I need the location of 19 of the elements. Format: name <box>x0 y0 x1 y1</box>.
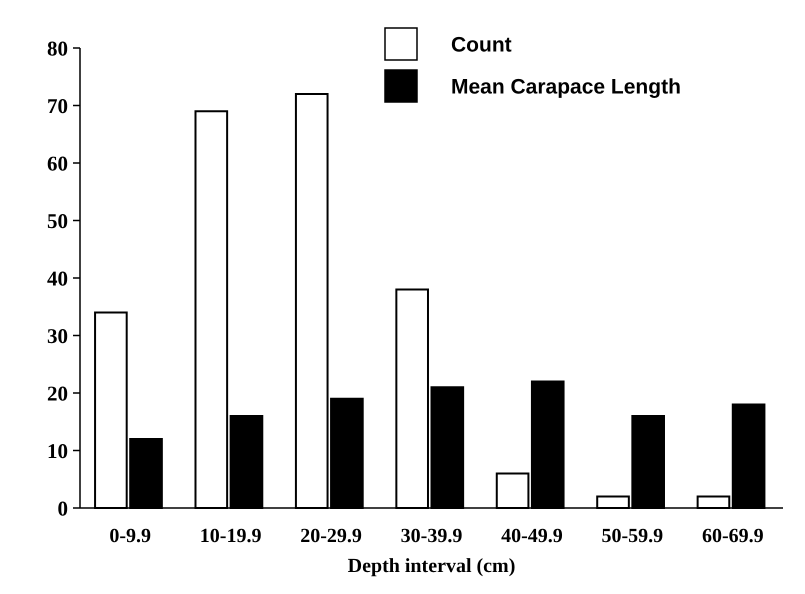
x-tick-label: 60-69.9 <box>702 525 764 547</box>
y-tick-label: 30 <box>47 324 68 348</box>
y-tick-label: 50 <box>47 208 68 233</box>
y-tick-label: 0 <box>58 496 68 520</box>
x-tick-label: 40-49.9 <box>501 525 563 547</box>
y-tick-label: 70 <box>47 94 68 118</box>
x-axis-title: Depth interval (cm) <box>348 555 516 577</box>
y-tick-label: 80 <box>47 36 68 60</box>
x-tick-label: 30-39.9 <box>400 525 462 547</box>
x-tick-label: 10-19.9 <box>200 525 262 547</box>
legend-label: Count <box>451 33 512 56</box>
y-tick-label: 10 <box>47 438 68 463</box>
x-tick-label: 20-29.9 <box>300 525 362 547</box>
y-tick-label: 20 <box>47 381 68 406</box>
x-tick-label: 0-9.9 <box>109 525 152 547</box>
y-tick-label: 40 <box>47 266 68 290</box>
y-tick-label: 60 <box>47 151 68 176</box>
legend-label: Mean Carapace Length <box>451 75 681 98</box>
x-tick-label: 50-59.9 <box>602 525 664 547</box>
